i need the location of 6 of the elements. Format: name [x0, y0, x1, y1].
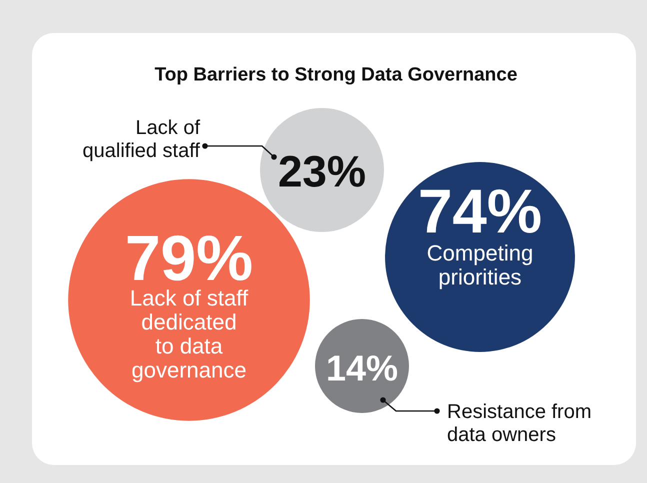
category-label: Lack of qualified staff	[82, 117, 200, 162]
data-label: 14%	[326, 348, 398, 388]
category-label: Competing priorities	[426, 240, 534, 290]
category-label: Resistance from data owners	[447, 401, 592, 446]
data-label: 23%	[278, 148, 366, 196]
text: Top Barriers to Strong Data Governance	[154, 64, 518, 86]
